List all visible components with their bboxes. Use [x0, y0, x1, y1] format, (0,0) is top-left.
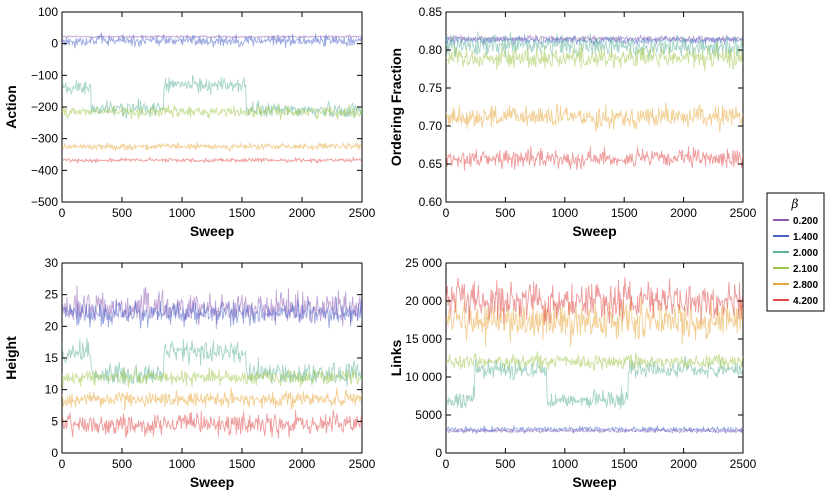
x-tick-label: 1000 [551, 457, 578, 471]
x-tick-label: 2000 [289, 206, 316, 220]
y-tick-label: 0 [51, 37, 58, 51]
y-tick-label: 25 000 [405, 256, 442, 270]
series-line-0.200 [62, 33, 362, 40]
x-tick-label: 0 [443, 206, 450, 220]
y-tick-label: 25 [45, 288, 59, 302]
series-line-4.200 [62, 155, 362, 165]
y-axis-label: Height [3, 336, 19, 380]
y-tick-label: 0.80 [419, 43, 443, 57]
x-tick-label: 2500 [349, 457, 376, 471]
y-tick-label: 20 000 [405, 294, 442, 308]
y-tick-label: −200 [31, 100, 58, 114]
y-tick-label: 10 [45, 383, 59, 397]
y-axis-label: Ordering Fraction [388, 48, 404, 166]
x-tick-label: 500 [112, 206, 132, 220]
series-group [446, 31, 743, 171]
chart-panel-3: 0 500 1000 1500 2000 2500 30 25 20 15 10 5 0 Sweep Hei… [3, 256, 376, 490]
x-axis-label: Sweep [572, 223, 616, 239]
x-tick-label: 1000 [169, 206, 196, 220]
series-line-2.100 [62, 367, 362, 388]
x-tick-label: 0 [59, 206, 66, 220]
y-tick-label: 30 [45, 256, 59, 270]
series-line-4.200 [446, 145, 743, 171]
y-tick-label: −500 [31, 195, 58, 209]
series-line-1.400 [62, 297, 362, 329]
x-tick-label: 1500 [229, 206, 256, 220]
x-tick-label: 1000 [551, 206, 578, 220]
series-line-2.800 [62, 387, 362, 411]
y-tick-label: 0.75 [419, 81, 443, 95]
series-line-2.100 [446, 42, 743, 72]
y-tick-label: 0.60 [419, 195, 443, 209]
series-line-2.000 [62, 337, 362, 387]
x-axis-label: Sweep [190, 474, 234, 490]
x-axis-label: Sweep [190, 223, 234, 239]
y-tick-label: 5000 [415, 408, 442, 422]
series-line-2.000 [446, 31, 743, 61]
y-tick-label: 5 [51, 414, 58, 428]
x-tick-label: 2500 [349, 206, 376, 220]
x-axis-label: Sweep [572, 474, 616, 490]
series-line-4.200 [62, 409, 362, 439]
x-tick-label: 0 [59, 457, 66, 471]
y-tick-label: 0.85 [419, 5, 443, 19]
legend-label-2.000: 2.000 [793, 248, 818, 259]
x-tick-label: 500 [495, 457, 515, 471]
plot-frame [445, 262, 744, 454]
chart-panel-2: 0 500 1000 1500 2000 2500 0.85 0.80 0.75 0.70 0.65… [388, 5, 757, 239]
series-line-2.800 [62, 141, 362, 153]
x-tick-label: 1500 [229, 457, 256, 471]
y-tick-label: −400 [31, 163, 58, 177]
legend-label-2.800: 2.800 [793, 280, 818, 291]
x-tick-label: 1500 [611, 457, 638, 471]
legend-label-4.200: 4.200 [793, 296, 818, 307]
y-tick-label: 15 000 [405, 332, 442, 346]
y-tick-label: 0 [51, 446, 58, 460]
legend: β 0.200 1.400 2.000 2.100 2.800 4.200 [766, 192, 825, 312]
chart-panel-4: 0 500 1000 1500 2000 2500 25 000 20 000 15 000 10… [388, 256, 757, 490]
series-line-1.400 [62, 32, 362, 49]
legend-title: β [791, 197, 799, 211]
x-tick-label: 2000 [670, 206, 697, 220]
y-tick-label: −100 [31, 68, 58, 82]
legend-label-0.200: 0.200 [793, 216, 818, 227]
y-tick-label: 10 000 [405, 370, 442, 384]
series-line-2.100 [62, 103, 362, 120]
x-tick-label: 2000 [289, 457, 316, 471]
y-axis-label: Action [3, 85, 19, 129]
series-group [62, 32, 362, 165]
series-group [446, 277, 743, 435]
series-line-2.800 [446, 102, 743, 133]
chart-panel-1: 0 500 1000 1500 2000 25001000−100−200−300−400… [3, 5, 376, 239]
x-tick-label: 500 [495, 206, 515, 220]
series-line-2.800 [446, 292, 743, 348]
y-axis-label: Links [388, 340, 404, 377]
y-tick-label: 0.65 [419, 157, 443, 171]
y-tick-label: −300 [31, 132, 58, 146]
x-tick-label: 1000 [169, 457, 196, 471]
x-tick-label: 2000 [670, 457, 697, 471]
y-tick-label: 100 [38, 5, 58, 19]
y-tick-label: 0 [435, 446, 442, 460]
legend-label-2.100: 2.100 [793, 264, 818, 275]
x-tick-label: 0 [443, 457, 450, 471]
series-line-2.000 [446, 354, 743, 410]
legend-label-1.400: 1.400 [793, 232, 818, 243]
y-tick-label: 0.70 [419, 119, 443, 133]
series-line-4.200 [446, 277, 743, 326]
x-tick-label: 2500 [730, 206, 757, 220]
x-tick-label: 1500 [611, 206, 638, 220]
x-tick-label: 500 [112, 457, 132, 471]
y-tick-label: 15 [45, 351, 59, 365]
series-line-1.400 [446, 424, 743, 434]
x-tick-label: 2500 [730, 457, 757, 471]
y-tick-label: 20 [45, 319, 59, 333]
series-line-2.100 [446, 351, 743, 372]
series-group [62, 285, 362, 439]
